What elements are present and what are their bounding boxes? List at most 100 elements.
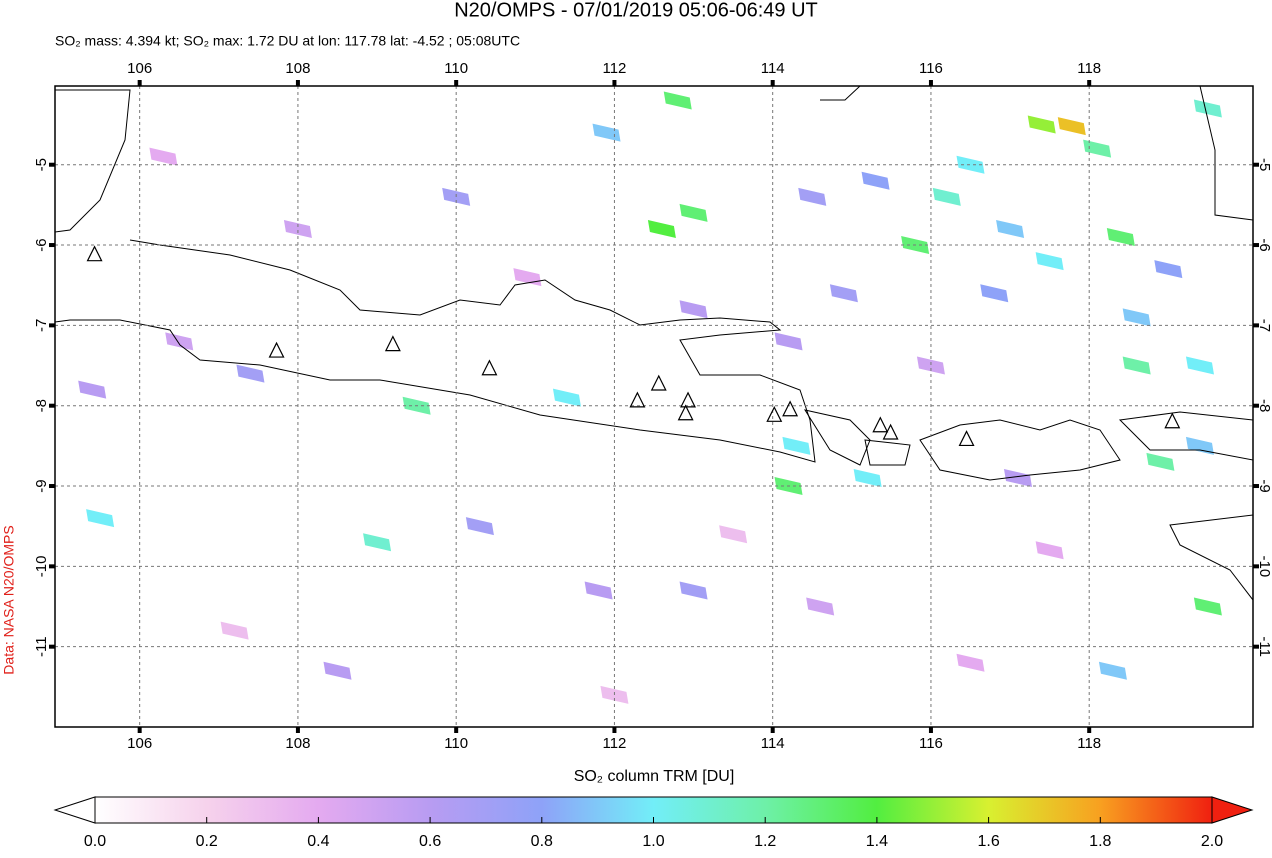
- so2-pixel: [584, 581, 613, 600]
- so2-pixel: [78, 380, 107, 399]
- x-tick-label: 118: [1077, 735, 1101, 752]
- y-tick-label: -10: [33, 556, 50, 578]
- y-tick-label: -7: [33, 319, 50, 332]
- x-tick-label: 114: [761, 735, 785, 752]
- so2-pixel: [806, 597, 835, 616]
- so2-pixel: [149, 147, 178, 166]
- so2-pixel: [1035, 541, 1064, 560]
- so2-pixel: [236, 364, 265, 383]
- so2-pixel: [798, 187, 827, 206]
- so2-pixel: [86, 509, 115, 528]
- so2-pixel: [1027, 115, 1056, 134]
- so2-pixel: [465, 517, 494, 536]
- volcano: [384, 335, 401, 352]
- volcano-layer: [86, 245, 1181, 447]
- colorbar-label: SO₂ column TRM [DU]: [574, 768, 735, 785]
- y-tick-label: -6: [33, 238, 50, 251]
- so2-pixel: [782, 436, 811, 455]
- so2-pixel: [980, 284, 1009, 303]
- so2-pixel: [1122, 356, 1151, 375]
- volcano: [268, 341, 285, 358]
- so2-pixel: [283, 219, 312, 238]
- so2-pixel: [1035, 252, 1064, 271]
- x-tick-label: 118: [1077, 60, 1101, 77]
- y-tick-label: -8: [1256, 399, 1272, 412]
- so2-pixel: [829, 284, 858, 303]
- y-tick-label: -5: [33, 158, 50, 171]
- x-tick-label: 116: [919, 735, 943, 752]
- so2-pixel: [647, 219, 676, 238]
- colorbar-tick-label: 0.6: [419, 833, 441, 850]
- y-tick-label: -8: [33, 399, 50, 412]
- volcano: [882, 423, 899, 440]
- so2-pixel: [552, 388, 581, 407]
- volcano: [481, 359, 498, 376]
- colorbar-ticks: 0.0 0.2 0.4 0.6 0.8 1.0 1.2 1.4 1.6 1.8 2.0: [84, 817, 1223, 850]
- colorbar-tick-label: 0.8: [531, 833, 553, 850]
- x-tick-label: 114: [761, 60, 785, 77]
- volcano: [958, 430, 975, 447]
- colorbar-over: [1211, 796, 1254, 824]
- colorbar-under: [53, 796, 96, 824]
- chart-title: N20/OMPS - 07/01/2019 05:06-06:49 UT: [454, 0, 818, 21]
- coast-flores: [1118, 411, 1253, 461]
- so2-pixel: [663, 91, 692, 110]
- so2-pixel: [1185, 436, 1214, 455]
- coast-sumatra: [55, 89, 131, 233]
- y-tick-label: -7: [1256, 319, 1272, 332]
- so2-pixel: [1122, 308, 1151, 327]
- so2-pixel: [1146, 452, 1175, 471]
- colorbar-tick-label: 0.2: [196, 833, 218, 850]
- x-tick-label: 112: [602, 60, 626, 77]
- x-tick-label: 116: [919, 60, 943, 77]
- map-background: [55, 86, 1253, 727]
- grid: [55, 86, 1253, 727]
- coastlines: [55, 86, 1253, 601]
- so2-pixel: [861, 171, 890, 190]
- x-tick-label: 106: [127, 60, 152, 77]
- chart-subtitle: SO₂ mass: 4.394 kt; SO₂ max: 1.72 DU at …: [55, 33, 520, 49]
- coast-sumbawa: [919, 419, 1121, 481]
- so2-pixel: [774, 332, 803, 351]
- so2-pixel: [1106, 228, 1135, 247]
- pixel-layer: [78, 91, 1222, 704]
- colorbar-tick-label: 2.0: [1201, 833, 1223, 850]
- coast-lombok: [864, 439, 911, 466]
- so2-pixel: [1193, 99, 1222, 118]
- volcano: [650, 374, 667, 391]
- so2-pixel: [1057, 117, 1086, 136]
- so2-pixel: [916, 356, 945, 375]
- volcano: [766, 405, 783, 422]
- colorbar-tick-label: 1.6: [977, 833, 999, 850]
- colorbar-tick-label: 1.4: [866, 833, 888, 850]
- coast-java: [55, 239, 816, 463]
- x-tick-label: 108: [285, 60, 310, 77]
- so2-pixel: [719, 525, 748, 544]
- volcano: [629, 391, 646, 408]
- x-tick-label: 106: [127, 735, 152, 752]
- so2-pixel: [956, 155, 985, 174]
- volcano: [677, 404, 694, 421]
- coast-sumba: [1169, 514, 1253, 601]
- x-tick-label: 112: [602, 735, 626, 752]
- x-tick-label: 108: [285, 735, 310, 752]
- x-tick-label: 110: [444, 60, 468, 77]
- x-tick-label: 110: [444, 735, 468, 752]
- volcano: [680, 391, 696, 408]
- coast-sulawesi: [1199, 86, 1253, 221]
- y-tick-label: -9: [1256, 479, 1272, 492]
- so2-pixel: [592, 123, 621, 142]
- so2-pixel: [165, 332, 194, 351]
- coast-bali: [803, 409, 871, 466]
- so2-pixel: [1098, 661, 1127, 680]
- so2-pixel: [679, 300, 708, 319]
- axis-ticks: 106 106 108 108 110 110 112 112 114 114 116 116 118 1…: [33, 60, 1272, 752]
- so2-pixel: [220, 621, 249, 640]
- y-tick-label: -11: [33, 636, 50, 657]
- colorbar-tick-label: 1.8: [1089, 833, 1111, 850]
- so2-pixel: [1003, 468, 1032, 487]
- so2-pixel: [323, 661, 352, 680]
- y-tick-label: -11: [1256, 636, 1272, 657]
- so2-pixel: [956, 653, 985, 672]
- y-tick-label: -6: [1256, 238, 1272, 251]
